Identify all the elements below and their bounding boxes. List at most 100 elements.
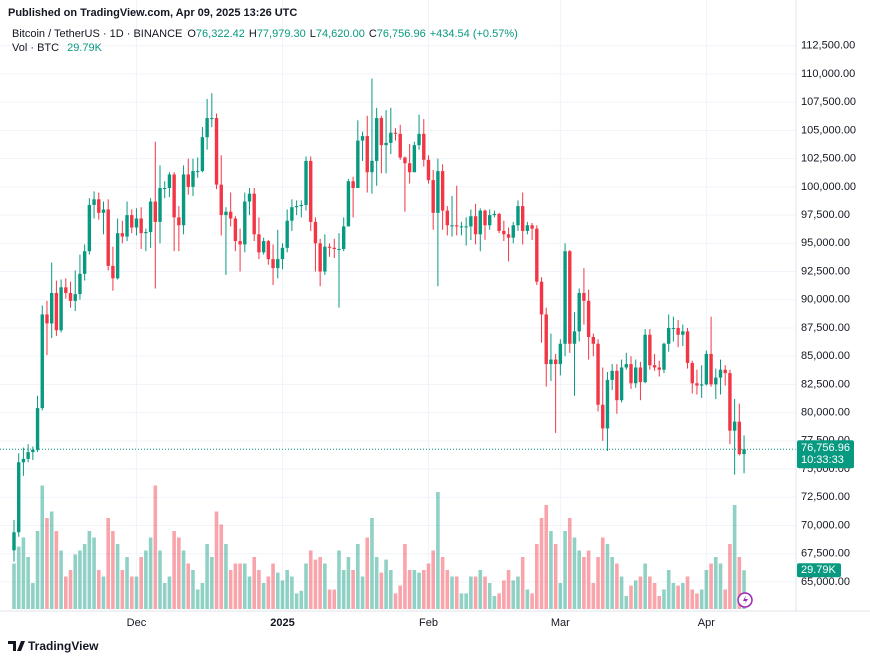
volume-bar (648, 576, 652, 609)
candle-body (506, 234, 511, 238)
volume-bar (398, 585, 403, 609)
volume-bar (16, 546, 21, 609)
candle-body (450, 225, 454, 227)
volume-bar (666, 570, 671, 609)
candle-body (681, 331, 685, 335)
volume-bar (615, 563, 619, 609)
volume-bar (662, 589, 666, 609)
candle-body (257, 234, 261, 253)
y-tick-label: 85,000.00 (801, 350, 850, 362)
volume-bar (153, 485, 158, 609)
volume-bar (497, 593, 501, 609)
volume-bar (525, 589, 530, 609)
candle-body (261, 241, 266, 253)
volume-bar (681, 583, 685, 609)
x-tick-label: Feb (419, 617, 438, 629)
volume-bar (210, 557, 214, 609)
legend-volume: Vol · BTC 29.79K (12, 42, 103, 54)
candle-body (163, 188, 167, 190)
candle-body (596, 343, 600, 405)
candle-body (577, 292, 581, 332)
volume-bar (487, 583, 492, 609)
volume-bar (454, 576, 459, 609)
candle-body (634, 367, 638, 384)
volume-bar (308, 550, 313, 609)
volume-bar (652, 583, 657, 609)
volume-bar (129, 576, 134, 609)
volume-bar (407, 570, 412, 609)
volume-bar (280, 580, 285, 609)
x-tick-label: Mar (551, 617, 570, 629)
volume-bar (412, 570, 417, 609)
volume-bar (285, 570, 289, 609)
y-tick-label: 80,000.00 (801, 407, 850, 419)
volume-bar (577, 550, 581, 609)
y-tick-label: 110,000.00 (801, 68, 855, 80)
candle-body (393, 132, 398, 134)
candle-body (605, 379, 610, 429)
volume-bar (134, 576, 139, 609)
published-note: Published on TradingView.com, Apr 09, 20… (8, 7, 297, 19)
volume-bar (64, 576, 68, 609)
volume-bar (426, 563, 431, 609)
y-tick-label: 65,000.00 (801, 576, 850, 588)
volume-bar (186, 563, 191, 609)
y-tick-label: 87,500.00 (801, 322, 850, 334)
x-tick-label: Dec (127, 617, 147, 629)
candle-body (290, 207, 294, 221)
candle-body (671, 327, 676, 329)
volume-bar (238, 563, 242, 609)
volume-bar (558, 583, 563, 609)
volume-title: Vol · BTC (12, 42, 59, 54)
volume-bar (144, 550, 148, 609)
volume-bar (271, 563, 275, 609)
candle-body (648, 334, 652, 366)
volume-bar (657, 596, 662, 609)
candle-body (266, 241, 271, 260)
candle-body (445, 210, 450, 226)
candle-body (271, 259, 275, 269)
volume-bar (690, 589, 695, 609)
candle-body (276, 259, 280, 269)
volume-bar (224, 544, 228, 609)
volume-bar (695, 593, 699, 609)
candle-body (68, 292, 73, 301)
volume-bar (718, 563, 723, 609)
candle-body (351, 181, 355, 189)
volume-bar (600, 537, 605, 609)
y-tick-label: 105,000.00 (801, 124, 856, 136)
volume-bar (59, 550, 63, 609)
candle-body (615, 370, 619, 401)
candle-body (643, 334, 647, 383)
candle-body (379, 118, 384, 146)
volume-bar (78, 550, 82, 609)
candle-body (35, 408, 40, 450)
volume-bar (544, 505, 549, 609)
candle-body (12, 532, 16, 551)
candle-body (54, 292, 59, 331)
volume-bar (96, 570, 101, 609)
candle-body (464, 226, 468, 228)
volume-bar (520, 557, 525, 609)
volume-bar (360, 576, 365, 609)
candle-body (294, 206, 299, 208)
volume-bar (384, 559, 388, 609)
candle-body (313, 221, 318, 244)
volume-bar (572, 537, 577, 609)
candle-body (280, 247, 285, 260)
candle-body (181, 174, 186, 226)
candle-body (285, 220, 289, 248)
candle-body (120, 233, 125, 237)
y-tick-label: 92,500.00 (801, 265, 850, 277)
volume-bar (139, 557, 143, 609)
volume-bar (709, 563, 713, 609)
candle-body (469, 216, 473, 227)
volume-bar (473, 576, 478, 609)
volume-bar (158, 550, 162, 609)
volume-bar (125, 557, 129, 609)
candle-body (252, 193, 256, 235)
volume-bar (704, 570, 709, 609)
candle-body (342, 226, 346, 249)
volume-bar (516, 576, 520, 609)
volume-bar (365, 537, 370, 609)
